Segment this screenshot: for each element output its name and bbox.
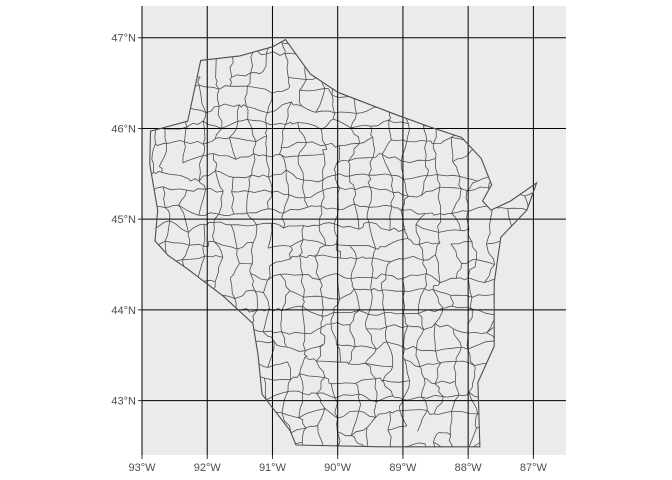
x-tick-label: 88°W [455, 462, 483, 474]
state-outline [149, 38, 538, 448]
y-tick-label: 44°N [111, 305, 136, 317]
x-tick-label: 91°W [259, 462, 287, 474]
y-axis: 47°N 46°N 45°N 44°N 43°N [111, 33, 142, 408]
y-tick-label: 43°N [111, 396, 136, 408]
x-tick-label: 87°W [520, 462, 548, 474]
y-tick-label: 45°N [111, 214, 136, 226]
x-tick-label: 90°W [324, 462, 352, 474]
x-axis: 93°W 92°W 91°W 90°W 89°W 88°W 87°W [128, 455, 548, 474]
x-tick-label: 93°W [128, 462, 156, 474]
x-tick-label: 89°W [389, 462, 417, 474]
y-tick-label: 47°N [111, 33, 136, 45]
state-boundary [149, 38, 538, 448]
x-tick-label: 92°W [194, 462, 222, 474]
state-fill [149, 39, 537, 447]
graticule [141, 6, 566, 455]
y-tick-label: 46°N [111, 123, 136, 135]
